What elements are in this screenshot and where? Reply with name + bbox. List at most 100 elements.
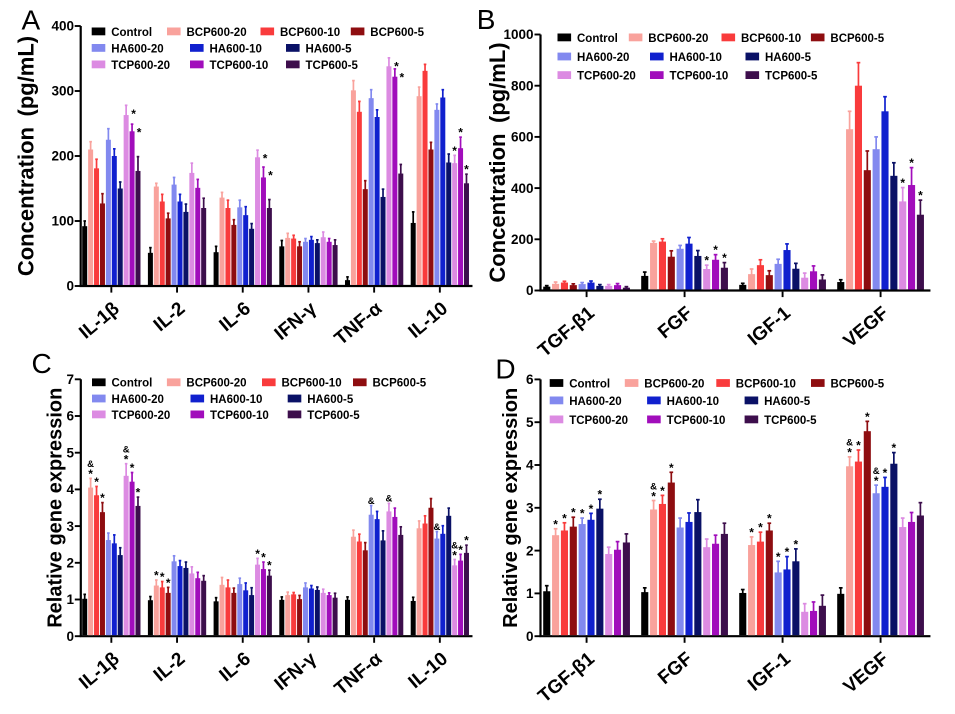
svg-text:*: * — [856, 439, 861, 453]
svg-text:*: * — [130, 461, 135, 475]
svg-text:TCP600-10: TCP600-10 — [667, 415, 726, 427]
svg-text:*: * — [464, 534, 469, 548]
svg-text:TCP600-20: TCP600-20 — [112, 410, 171, 422]
svg-text:D: D — [495, 354, 515, 385]
svg-text:300: 300 — [51, 84, 74, 99]
svg-text:*: * — [160, 570, 165, 584]
svg-text:TCP600-5: TCP600-5 — [306, 60, 359, 72]
svg-text:A: A — [22, 4, 41, 35]
svg-text:*: * — [758, 521, 763, 535]
svg-text:HA600-5: HA600-5 — [765, 52, 812, 64]
svg-text:*: * — [261, 551, 266, 565]
svg-text:*: * — [847, 446, 852, 460]
svg-text:*: * — [900, 176, 905, 190]
svg-text:BCP600-10: BCP600-10 — [741, 33, 801, 45]
svg-text:5: 5 — [66, 445, 74, 460]
svg-text:1: 1 — [526, 586, 534, 601]
svg-text:BCP600-20: BCP600-20 — [187, 27, 247, 39]
svg-text:800: 800 — [511, 78, 534, 93]
svg-text:1000: 1000 — [503, 27, 533, 42]
svg-text:*: * — [452, 144, 457, 158]
svg-text:&: & — [873, 466, 880, 477]
svg-text:B: B — [477, 4, 496, 35]
svg-text:*: * — [458, 543, 463, 557]
svg-text:*: * — [874, 474, 879, 488]
svg-text:*: * — [883, 466, 888, 480]
svg-text:TCP600-10: TCP600-10 — [670, 71, 729, 83]
svg-text:Control: Control — [569, 378, 610, 390]
svg-text:*: * — [785, 545, 790, 559]
svg-text:Relative gene expression: Relative gene expression — [45, 388, 67, 628]
svg-text:HA600-5: HA600-5 — [307, 394, 354, 406]
svg-text:HA600-5: HA600-5 — [306, 43, 353, 55]
svg-text:HA600-10: HA600-10 — [667, 396, 719, 408]
svg-text:BCP600-20: BCP600-20 — [648, 33, 708, 45]
svg-text:*: * — [553, 517, 558, 531]
svg-text:*: * — [918, 189, 923, 203]
svg-text:*: * — [767, 512, 772, 526]
svg-text:6: 6 — [526, 372, 534, 387]
svg-text:*: * — [452, 548, 457, 562]
svg-text:Relative gene expression: Relative gene expression — [500, 388, 522, 628]
svg-text:*: * — [137, 126, 142, 140]
svg-text:Control: Control — [111, 27, 152, 39]
svg-text:*: * — [580, 507, 585, 521]
svg-text:Concentration (pg/mL): Concentration (pg/mL) — [485, 42, 510, 282]
svg-text:100: 100 — [51, 214, 74, 229]
svg-text:BCP600-10: BCP600-10 — [736, 378, 796, 390]
svg-text:*: * — [464, 163, 469, 177]
svg-text:*: * — [669, 461, 674, 475]
svg-text:*: * — [458, 126, 463, 140]
svg-text:200: 200 — [51, 149, 74, 164]
svg-text:*: * — [562, 511, 567, 525]
svg-text:6: 6 — [66, 409, 74, 424]
svg-text:5: 5 — [526, 415, 534, 430]
svg-text:HA600-20: HA600-20 — [577, 52, 629, 64]
svg-text:TCP600-20: TCP600-20 — [111, 60, 170, 72]
svg-text:*: * — [651, 489, 656, 503]
svg-text:TCP600-20: TCP600-20 — [569, 415, 628, 427]
svg-text:*: * — [263, 152, 268, 166]
svg-text:HA600-20: HA600-20 — [111, 43, 163, 55]
svg-text:*: * — [131, 107, 136, 121]
svg-text:*: * — [589, 502, 594, 516]
svg-text:*: * — [713, 243, 718, 257]
svg-text:*: * — [136, 486, 141, 500]
svg-text:*: * — [267, 559, 272, 573]
svg-text:TCP600-10: TCP600-10 — [210, 410, 269, 422]
svg-text:BCP600-20: BCP600-20 — [186, 378, 246, 390]
svg-text:*: * — [124, 453, 129, 467]
svg-text:*: * — [154, 569, 159, 583]
svg-text:600: 600 — [511, 130, 534, 145]
svg-text:*: * — [94, 475, 99, 489]
svg-text:*: * — [776, 550, 781, 564]
svg-text:Control: Control — [577, 33, 618, 45]
svg-text:3: 3 — [66, 519, 74, 534]
svg-text:*: * — [704, 254, 709, 268]
svg-text:BCP600-5: BCP600-5 — [370, 27, 424, 39]
svg-text:HA600-20: HA600-20 — [569, 396, 621, 408]
svg-text:HA600-20: HA600-20 — [112, 394, 164, 406]
svg-text:*: * — [794, 537, 799, 551]
svg-text:*: * — [865, 410, 870, 424]
svg-text:0: 0 — [526, 283, 534, 298]
svg-text:&: & — [87, 459, 94, 470]
svg-text:&: & — [368, 496, 375, 507]
svg-text:*: * — [394, 59, 399, 73]
svg-text:BCP600-20: BCP600-20 — [644, 378, 704, 390]
svg-text:TCP600-20: TCP600-20 — [577, 71, 636, 83]
svg-text:0: 0 — [66, 279, 74, 294]
svg-text:*: * — [722, 251, 727, 265]
svg-text:HA600-10: HA600-10 — [210, 394, 262, 406]
svg-text:TCP600-5: TCP600-5 — [765, 71, 818, 83]
svg-text:*: * — [100, 491, 105, 505]
svg-text:0: 0 — [66, 629, 74, 644]
svg-text:BCP600-5: BCP600-5 — [373, 378, 427, 390]
svg-text:*: * — [268, 169, 273, 183]
svg-text:&: & — [650, 481, 657, 492]
svg-text:&: & — [451, 540, 458, 551]
svg-text:Concentration (pg/mL): Concentration (pg/mL) — [14, 36, 39, 276]
svg-text:&: & — [433, 522, 440, 533]
svg-text:*: * — [400, 70, 405, 84]
svg-text:BCP600-10: BCP600-10 — [282, 378, 342, 390]
